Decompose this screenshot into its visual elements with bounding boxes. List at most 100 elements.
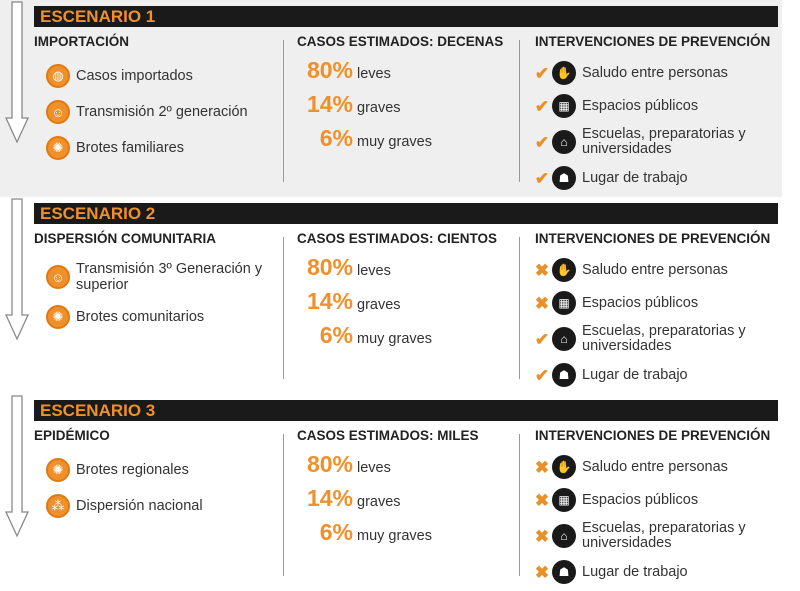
cases-title: CASOS ESTIMADOS: CIENTOS bbox=[297, 231, 498, 246]
case-label: leves bbox=[357, 263, 391, 279]
public-space-icon: ▦ bbox=[552, 291, 576, 315]
intervention-label: Lugar de trabajo bbox=[582, 563, 688, 580]
interventions-column: INTERVENCIONES DE PREVENCIÓN ✖ ✋ Saludo ent… bbox=[532, 231, 782, 387]
virus-icon: ✺ bbox=[46, 305, 70, 329]
intervention-item: ✔ ✋ Saludo entre personas bbox=[532, 61, 782, 85]
phase-item: ✺ Brotes familiares bbox=[34, 136, 279, 160]
globe-icon: ◍ bbox=[46, 64, 70, 88]
cross-icon: ✖ bbox=[534, 457, 550, 477]
phase-item-label: Dispersión nacional bbox=[76, 498, 203, 514]
intervention-item: ✔ ▦ Espacios públicos bbox=[532, 94, 782, 118]
phase-item-label: Brotes comunitarios bbox=[76, 309, 205, 325]
phase-item-label: Brotes familiares bbox=[76, 140, 184, 156]
scenario-title: ESCENARIO 1 bbox=[34, 6, 778, 27]
intervention-item: ✖ ⌂ Escuelas, preparatorias y universidade… bbox=[532, 521, 782, 551]
intervention-label: Saludo entre personas bbox=[582, 64, 728, 81]
cross-icon: ✖ bbox=[534, 293, 550, 313]
phase-item: ✺ Brotes comunitarios bbox=[34, 305, 279, 329]
scenario-title: ESCENARIO 3 bbox=[34, 400, 778, 421]
phase-item-label: Casos importados bbox=[76, 68, 193, 84]
intervention-label: Saludo entre personas bbox=[582, 261, 728, 278]
phase-title: EPIDÉMICO bbox=[34, 428, 110, 443]
phase-item-label: Transmisión 3º Generación y superior bbox=[76, 261, 263, 293]
case-percent: 6% bbox=[319, 519, 353, 545]
case-label: leves bbox=[357, 66, 391, 82]
phase-item: ☺ Transmisión 2º generación bbox=[34, 100, 279, 124]
intervention-label: Espacios públicos bbox=[582, 491, 699, 508]
interventions-title: INTERVENCIONES DE PREVENCIÓN bbox=[535, 231, 771, 246]
phase-item-label: Transmisión 2º generación bbox=[76, 104, 248, 120]
intervention-item: ✖ ✋ Saludo entre personas bbox=[532, 455, 782, 479]
people-icon: ☺ bbox=[46, 265, 70, 289]
school-icon: ⌂ bbox=[552, 130, 576, 154]
intervention-label: Saludo entre personas bbox=[582, 458, 728, 475]
phase-column: DISPERSIÓN COMUNITARIA ☺ Transmisión 3º Ge… bbox=[34, 231, 279, 329]
case-row: 14% graves bbox=[297, 91, 512, 120]
case-row: 80% leves bbox=[297, 57, 512, 86]
phase-item: ✺ Brotes regionales bbox=[34, 458, 279, 482]
arrow-down-icon bbox=[4, 198, 30, 341]
intervention-label: Escuelas, preparatorias y universidades bbox=[582, 520, 746, 551]
scenario-1: ESCENARIO 1 IMPORTACIÓN ◍ Casos importados… bbox=[0, 0, 782, 197]
cases-title: CASOS ESTIMADOS: DECENAS bbox=[297, 34, 504, 49]
cross-icon: ✖ bbox=[534, 490, 550, 510]
case-row: 6% muy graves bbox=[297, 322, 512, 351]
divider bbox=[519, 40, 520, 182]
case-label: muy graves bbox=[357, 134, 432, 150]
divider bbox=[283, 434, 284, 576]
cases-column: CASOS ESTIMADOS: CIENTOS 80% leves 14% grave… bbox=[297, 231, 512, 351]
handshake-icon: ✋ bbox=[552, 61, 576, 85]
intervention-label: Espacios públicos bbox=[582, 97, 699, 114]
intervention-label: Lugar de trabajo bbox=[582, 366, 688, 383]
spread-icon: ⁂ bbox=[46, 494, 70, 518]
intervention-label: Espacios públicos bbox=[582, 294, 699, 311]
cross-icon: ✖ bbox=[534, 260, 550, 280]
workplace-icon: ☗ bbox=[552, 166, 576, 190]
intervention-label: Escuelas, preparatorias y universidades bbox=[582, 126, 746, 157]
cases-column: CASOS ESTIMADOS: DECENAS 80% leves 14% grave… bbox=[297, 34, 512, 154]
case-label: muy graves bbox=[357, 528, 432, 544]
check-icon: ✔ bbox=[534, 329, 550, 349]
interventions-column: INTERVENCIONES DE PREVENCIÓN ✖ ✋ Saludo ent… bbox=[532, 428, 782, 584]
case-percent: 14% bbox=[306, 485, 353, 511]
case-percent: 80% bbox=[306, 254, 353, 280]
intervention-item: ✔ ☗ Lugar de trabajo bbox=[532, 166, 782, 190]
phase-item-label: Brotes regionales bbox=[76, 462, 189, 478]
case-label: muy graves bbox=[357, 331, 432, 347]
handshake-icon: ✋ bbox=[552, 258, 576, 282]
divider bbox=[283, 40, 284, 182]
scenario-3: ESCENARIO 3 EPIDÉMICO ✺ Brotes regionales ⁂… bbox=[0, 394, 782, 591]
intervention-label: Lugar de trabajo bbox=[582, 169, 688, 186]
phase-item: ◍ Casos importados bbox=[34, 64, 279, 88]
workplace-icon: ☗ bbox=[552, 363, 576, 387]
scenario-2: ESCENARIO 2 DISPERSIÓN COMUNITARIA ☺ Trans… bbox=[0, 197, 782, 394]
check-icon: ✔ bbox=[534, 365, 550, 385]
case-percent: 14% bbox=[306, 288, 353, 314]
case-label: graves bbox=[357, 297, 401, 313]
cross-icon: ✖ bbox=[534, 526, 550, 546]
check-icon: ✔ bbox=[534, 132, 550, 152]
phase-item: ⁂ Dispersión nacional bbox=[34, 494, 279, 518]
case-label: graves bbox=[357, 494, 401, 510]
intervention-label: Escuelas, preparatorias y universidades bbox=[582, 323, 746, 354]
intervention-item: ✖ ✋ Saludo entre personas bbox=[532, 258, 782, 282]
scenario-title: ESCENARIO 2 bbox=[34, 203, 778, 224]
intervention-item: ✖ ▦ Espacios públicos bbox=[532, 291, 782, 315]
school-icon: ⌂ bbox=[552, 327, 576, 351]
interventions-title: INTERVENCIONES DE PREVENCIÓN bbox=[535, 34, 771, 49]
case-row: 14% graves bbox=[297, 288, 512, 317]
intervention-item: ✖ ▦ Espacios públicos bbox=[532, 488, 782, 512]
virus-icon: ✺ bbox=[46, 458, 70, 482]
intervention-item: ✔ ⌂ Escuelas, preparatorias y universidade… bbox=[532, 324, 782, 354]
intervention-item: ✔ ⌂ Escuelas, preparatorias y universidade… bbox=[532, 127, 782, 157]
case-percent: 14% bbox=[306, 91, 353, 117]
case-row: 80% leves bbox=[297, 254, 512, 283]
case-percent: 80% bbox=[306, 451, 353, 477]
public-space-icon: ▦ bbox=[552, 488, 576, 512]
case-percent: 6% bbox=[319, 322, 353, 348]
intervention-item: ✔ ☗ Lugar de trabajo bbox=[532, 363, 782, 387]
case-row: 6% muy graves bbox=[297, 519, 512, 548]
case-percent: 6% bbox=[319, 125, 353, 151]
phase-column: EPIDÉMICO ✺ Brotes regionales ⁂ Dispersión n… bbox=[34, 428, 279, 518]
arrow-down-icon bbox=[4, 395, 30, 538]
